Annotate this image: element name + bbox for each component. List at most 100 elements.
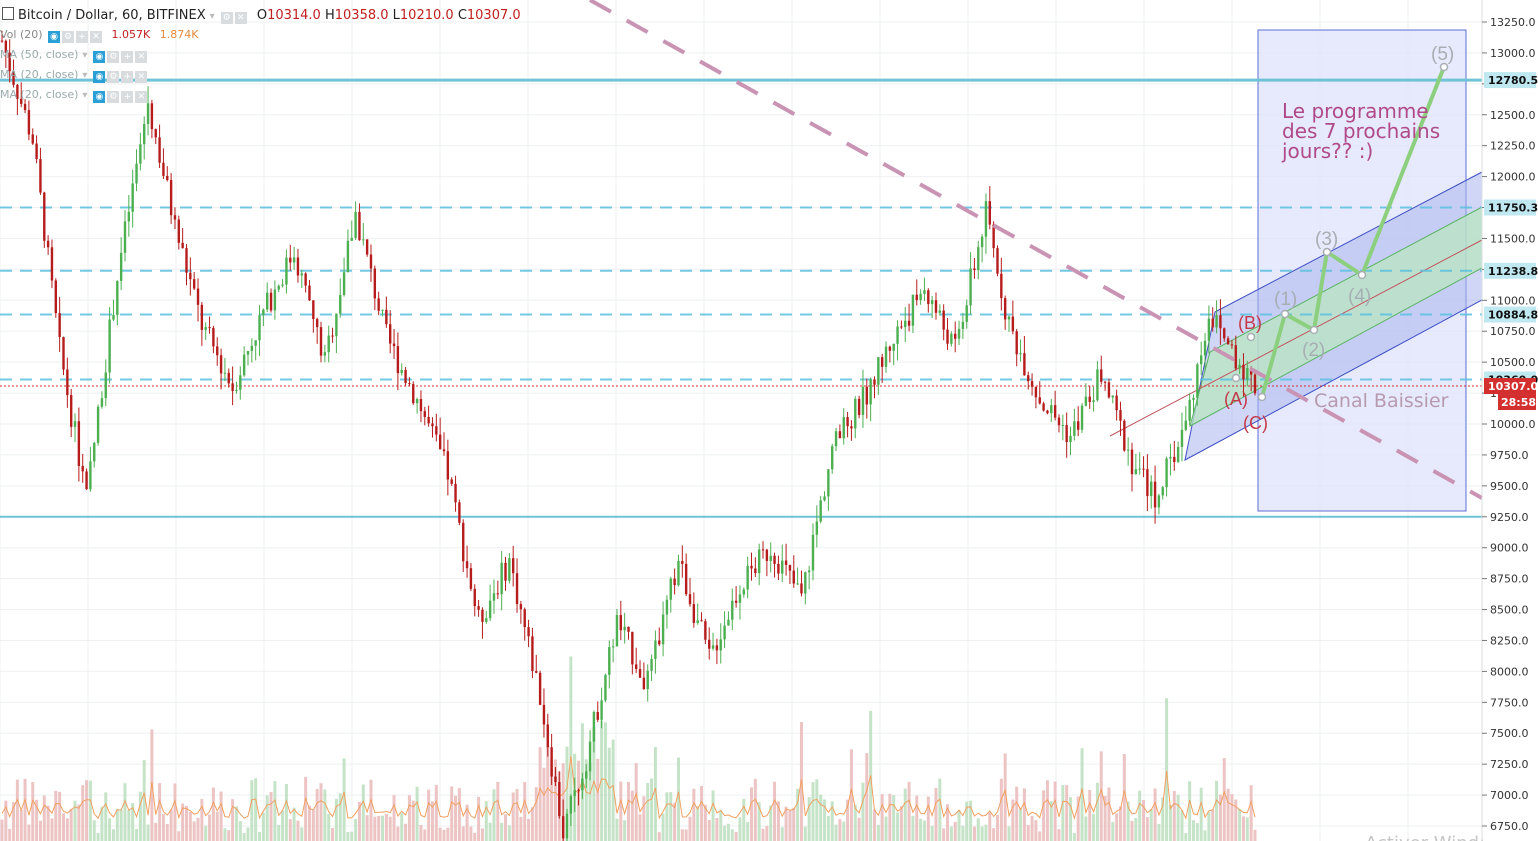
volume-bar — [861, 782, 865, 841]
candle-body — [880, 357, 884, 367]
candle-body — [934, 300, 938, 313]
candle-body — [923, 290, 926, 294]
program-text-line3[interactable]: jours?? :) — [1281, 139, 1373, 163]
candle-body — [781, 560, 784, 574]
settings-icon[interactable]: ⚙ — [107, 51, 120, 63]
close-icon[interactable]: ✕ — [234, 12, 247, 24]
settings-icon[interactable]: ⚙ — [220, 12, 233, 24]
candle-body — [1057, 417, 1061, 426]
volume-bar — [723, 825, 727, 841]
candle-body — [1188, 399, 1191, 421]
volume-bar — [1188, 781, 1192, 841]
volume-bar — [1126, 801, 1130, 841]
close-icon[interactable]: ✕ — [135, 91, 148, 103]
settings-icon[interactable]: ⚙ — [62, 31, 75, 43]
candle-body — [1084, 396, 1088, 406]
candle-body — [811, 534, 815, 571]
ohlc-values: O10314.0 H10358.0 L10210.0 C10307.0 — [256, 8, 521, 23]
chevron-down-icon[interactable]: ▾ — [209, 11, 215, 22]
last-price-tag-bg — [1484, 378, 1536, 395]
wave-3-label: (3) — [1315, 229, 1338, 250]
volume-bar — [281, 810, 285, 841]
symbol-name[interactable]: Bitcoin / Dollar, 60, BITFINEX — [18, 8, 206, 23]
plus-icon[interactable]: + — [121, 91, 134, 103]
candle-body — [761, 549, 765, 551]
trendline-descending[interactable] — [589, 0, 1483, 500]
eye-icon[interactable]: ◉ — [93, 71, 106, 83]
indicator-ma-2[interactable]: MA (20, close) ▾ ◉ ⚙ + ✕ — [0, 66, 148, 84]
candle-body — [1027, 375, 1030, 382]
candle-body — [996, 248, 999, 274]
candle-body — [181, 242, 184, 249]
plus-icon[interactable]: + — [121, 51, 134, 63]
candle-body — [1207, 318, 1211, 341]
canal-baissier-label[interactable]: Canal Baissier — [1314, 390, 1449, 412]
candle-body — [273, 289, 277, 311]
indicator-ma-1[interactable]: MA (50, close) ▾ ◉ ⚙ + ✕ — [0, 46, 148, 64]
candle-body — [23, 103, 27, 111]
close-icon[interactable]: ✕ — [90, 31, 103, 43]
axis-tick-label: 11500.0 — [1490, 232, 1536, 245]
close-icon[interactable]: ✕ — [135, 71, 148, 83]
candle-body — [58, 313, 61, 338]
volume-row[interactable]: Vol (20) ◉ ⚙ + ✕ 1.057K 1.874K — [0, 28, 199, 43]
axis-tick-label: 8250.0 — [1490, 634, 1529, 647]
close-icon[interactable]: ✕ — [135, 51, 148, 63]
volume-bar — [1207, 811, 1211, 841]
settings-icon[interactable]: ⚙ — [107, 91, 120, 103]
plus-icon[interactable]: + — [76, 31, 89, 43]
volume-bar — [0, 819, 4, 841]
volume-bar — [1065, 785, 1069, 841]
candle-body — [158, 137, 161, 163]
candle-body — [1165, 458, 1168, 488]
volume-bar — [872, 809, 876, 841]
square-icon[interactable] — [2, 7, 14, 20]
volume-bar — [857, 817, 861, 841]
volume-bar — [1145, 817, 1149, 841]
indicator-ma-3[interactable]: MA (20, close) ▾ ◉ ⚙ + ✕ — [0, 86, 148, 104]
volume-bar — [296, 820, 300, 841]
volume-bar — [1080, 748, 1084, 841]
symbol-row[interactable]: Bitcoin / Dollar, 60, BITFINEX ▾ ⚙ ✕ O10314… — [0, 7, 521, 25]
volume-bar — [292, 807, 296, 841]
eye-icon[interactable]: ◉ — [93, 91, 106, 103]
settings-icon[interactable]: ⚙ — [107, 71, 120, 83]
chevron-down-icon[interactable]: ▾ — [82, 50, 88, 61]
candle-body — [350, 237, 353, 241]
plus-icon[interactable]: + — [121, 71, 134, 83]
candle-body — [131, 183, 134, 212]
channel-median[interactable] — [1109, 239, 1483, 437]
candle-body — [1196, 364, 1199, 398]
candle-body — [658, 640, 661, 645]
volume-bar — [461, 826, 465, 841]
volume-bar — [907, 781, 911, 841]
volume-bar — [1165, 698, 1169, 841]
candle-body — [104, 372, 107, 399]
eye-icon[interactable]: ◉ — [93, 51, 106, 63]
axis-tick-label: 8500.0 — [1490, 604, 1529, 617]
candle-body — [977, 247, 980, 271]
candle-body — [4, 40, 8, 53]
candle-body — [235, 389, 238, 392]
program-text-line1[interactable]: Le programme — [1282, 99, 1429, 123]
wave-path[interactable] — [1260, 66, 1446, 398]
candle-body — [242, 354, 246, 376]
axis-tick-label: 9000.0 — [1490, 542, 1529, 555]
volume-bar — [304, 776, 308, 841]
axis-tick-label: 12250.0 — [1490, 140, 1536, 153]
chevron-down-icon[interactable]: ▾ — [82, 90, 88, 101]
candle-body — [319, 327, 323, 356]
eye-icon[interactable]: ◉ — [48, 31, 61, 43]
candle-body — [116, 280, 119, 315]
volume-bar — [46, 805, 50, 841]
candle-body — [135, 163, 138, 184]
volume-bar — [173, 783, 177, 841]
candle-body — [1007, 316, 1011, 320]
axis-tick-label: 12000.0 — [1490, 171, 1536, 184]
chevron-down-icon[interactable]: ▾ — [82, 70, 88, 81]
volume-bar — [1122, 754, 1126, 841]
last-price-tag: 10307.0 — [1488, 380, 1538, 393]
program-text-line2[interactable]: des 7 prochains — [1282, 119, 1440, 143]
volume-bar — [219, 791, 223, 841]
